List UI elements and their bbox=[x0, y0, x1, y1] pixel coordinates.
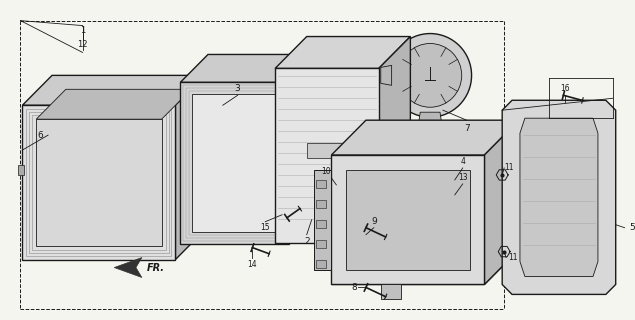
Polygon shape bbox=[175, 76, 205, 260]
Polygon shape bbox=[316, 220, 326, 228]
Polygon shape bbox=[381, 65, 392, 85]
Circle shape bbox=[510, 193, 518, 201]
Text: 13: 13 bbox=[458, 173, 467, 182]
Text: 16: 16 bbox=[561, 84, 570, 93]
Polygon shape bbox=[316, 200, 326, 208]
Text: 4: 4 bbox=[460, 157, 465, 166]
Circle shape bbox=[389, 34, 472, 117]
Text: 1: 1 bbox=[80, 26, 85, 35]
Text: 15: 15 bbox=[260, 223, 270, 232]
Polygon shape bbox=[36, 89, 191, 119]
Polygon shape bbox=[180, 54, 317, 82]
Polygon shape bbox=[331, 250, 519, 284]
Polygon shape bbox=[366, 120, 519, 250]
Circle shape bbox=[510, 276, 518, 284]
Polygon shape bbox=[316, 240, 326, 248]
Circle shape bbox=[600, 111, 608, 119]
Text: 3: 3 bbox=[235, 84, 241, 93]
Polygon shape bbox=[316, 180, 326, 188]
Text: 6: 6 bbox=[37, 131, 43, 140]
Polygon shape bbox=[418, 112, 442, 125]
Polygon shape bbox=[485, 120, 519, 284]
Text: 11: 11 bbox=[508, 253, 518, 262]
Polygon shape bbox=[346, 170, 470, 269]
Polygon shape bbox=[307, 36, 410, 211]
Polygon shape bbox=[18, 165, 24, 175]
Text: 9: 9 bbox=[371, 217, 377, 226]
Text: 10: 10 bbox=[322, 167, 331, 176]
Polygon shape bbox=[307, 143, 346, 158]
Polygon shape bbox=[36, 119, 161, 246]
Polygon shape bbox=[22, 76, 205, 105]
Polygon shape bbox=[314, 170, 331, 269]
Circle shape bbox=[600, 276, 608, 284]
Text: 5: 5 bbox=[630, 223, 635, 232]
Polygon shape bbox=[316, 260, 326, 268]
Polygon shape bbox=[289, 54, 317, 244]
Text: FR.: FR. bbox=[147, 262, 165, 273]
Text: 7: 7 bbox=[464, 124, 469, 132]
Text: 11: 11 bbox=[504, 164, 514, 172]
Polygon shape bbox=[381, 284, 401, 300]
Text: 2: 2 bbox=[304, 237, 309, 246]
Polygon shape bbox=[331, 120, 519, 155]
Polygon shape bbox=[208, 54, 317, 216]
Polygon shape bbox=[22, 105, 175, 260]
Text: 8: 8 bbox=[351, 283, 357, 292]
Circle shape bbox=[600, 193, 608, 201]
Circle shape bbox=[399, 44, 462, 107]
Polygon shape bbox=[275, 68, 379, 243]
Polygon shape bbox=[180, 82, 289, 244]
Polygon shape bbox=[275, 36, 410, 68]
Polygon shape bbox=[502, 100, 616, 294]
Polygon shape bbox=[520, 118, 598, 276]
Text: 12: 12 bbox=[77, 40, 88, 49]
Polygon shape bbox=[331, 155, 485, 284]
Polygon shape bbox=[192, 94, 277, 232]
Polygon shape bbox=[379, 36, 410, 243]
Polygon shape bbox=[114, 258, 142, 277]
Text: 14: 14 bbox=[248, 260, 257, 269]
Circle shape bbox=[510, 111, 518, 119]
